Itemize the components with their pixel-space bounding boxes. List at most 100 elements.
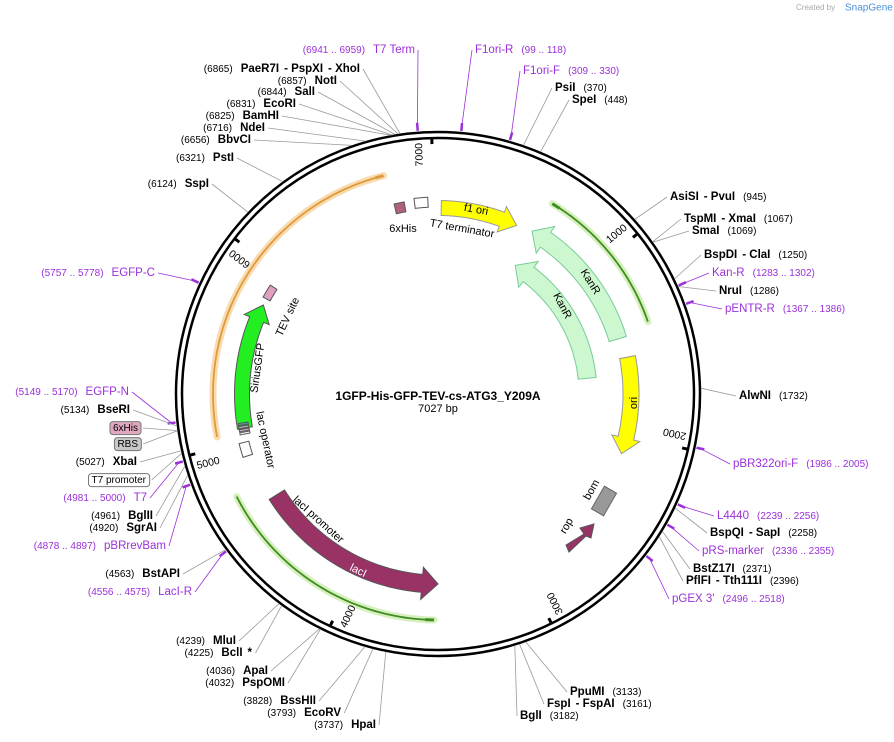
label-part: MluI — [213, 635, 236, 647]
connector — [287, 629, 321, 684]
site-label: (4878 .. 4897) pBRrevBam — [34, 540, 166, 552]
feature-tag: T7 promoter — [92, 475, 147, 486]
site-label: (4961) BglII — [91, 510, 153, 522]
label-part: EcoRI — [263, 98, 296, 110]
tick-mark — [232, 236, 241, 244]
site-label: (4225) BclI * — [185, 647, 253, 659]
site-label: SpeI (448) — [572, 94, 628, 106]
site-label: Kan-R (1283 .. 1302) — [712, 267, 815, 279]
brand: SnapGene — [845, 3, 893, 14]
label-part: (4036) — [206, 666, 235, 677]
label-part: PsiI — [555, 82, 575, 94]
primer-tick — [685, 299, 695, 306]
tick-label: 3000 — [545, 590, 566, 616]
connector — [139, 450, 182, 463]
connector — [159, 474, 189, 529]
label-part: EcoRV — [304, 707, 341, 719]
feature-arrow — [393, 201, 407, 215]
tick-label: 1000 — [604, 222, 630, 246]
connector — [634, 196, 668, 220]
label-part: (1250) — [778, 250, 807, 261]
site-label: PflFI - Tth111I (2396) — [686, 575, 799, 587]
connector — [658, 536, 684, 582]
connector — [267, 127, 366, 142]
label-part: (3793) — [267, 708, 296, 719]
label-part: (5134) — [60, 405, 89, 416]
primer-tick — [460, 122, 464, 132]
connector — [270, 628, 320, 672]
site-label: (6844) SalI — [258, 86, 315, 98]
feature-arrow — [268, 489, 439, 601]
site-label: TspMI - XmaI (1067) — [684, 213, 793, 225]
feature-arrow — [239, 430, 251, 436]
label-part: - Tth111I — [716, 575, 762, 587]
label-part: - ClaI — [742, 249, 770, 261]
site-label: NruI (1286) — [719, 285, 779, 297]
label-part: (6941 .. 6959) — [303, 45, 365, 56]
label-part: (4563) — [105, 569, 134, 580]
connector — [255, 605, 283, 654]
bom — [590, 485, 618, 517]
label-part: RBS — [117, 439, 138, 450]
label-part: (4239) — [176, 636, 205, 647]
feature-arrow — [234, 304, 270, 430]
label-part: (1283 .. 1302) — [753, 268, 815, 279]
label-part: 6xHis — [113, 423, 138, 434]
primer-tick — [508, 131, 514, 141]
feature-arrow — [440, 200, 518, 233]
primer-tick — [190, 278, 200, 284]
label-part: (1367 .. 1386) — [783, 304, 845, 315]
feature-label: 6xHis — [389, 223, 417, 235]
label-part: NruI — [719, 285, 742, 297]
site-label: (6865) PaeR7I - PspXI - XhoI — [204, 63, 360, 75]
label-part: NotI — [315, 75, 337, 87]
connector — [652, 218, 682, 243]
site-label: FspI - FspAI (3161) — [547, 698, 652, 710]
label-part: XbaI — [113, 456, 137, 468]
feature-arrow — [238, 424, 250, 430]
site-label: F1ori-R (99 .. 118) — [475, 44, 566, 56]
label-part: - FspAI — [576, 698, 615, 710]
site-label: L4440 (2239 .. 2256) — [717, 510, 819, 522]
label-part: PflFI — [686, 575, 711, 587]
label-part: TspMI — [684, 213, 716, 225]
label-part: BstZ17I — [693, 563, 735, 575]
site-label: AlwNI (1732) — [739, 390, 808, 402]
label-part: (6124) — [148, 179, 177, 190]
label-part: L4440 — [717, 510, 749, 522]
label-part: SgrAI — [126, 522, 157, 534]
label-part: (4961) — [91, 511, 120, 522]
site-label: (3737) HpaI — [314, 719, 376, 731]
primer-tick — [182, 483, 191, 489]
label-part: (99 .. 118) — [521, 45, 566, 56]
label-part: (6656) — [181, 135, 210, 146]
label-part: (3737) — [314, 720, 343, 731]
label-part: (4032) — [205, 678, 234, 689]
connector — [236, 157, 283, 183]
label-part: (2371) — [743, 564, 772, 575]
label-part: (2496 .. 2518) — [722, 594, 784, 605]
tick-mark — [188, 452, 196, 457]
label-part: EGFP-N — [86, 386, 129, 398]
site-label: (5149 .. 5170) EGFP-N — [15, 386, 129, 398]
site-label: AsiSI - PvuI (945) — [670, 191, 766, 203]
tick-mark — [328, 620, 335, 628]
label-part: T7 — [134, 492, 147, 504]
connector — [510, 70, 521, 137]
site-label: (6716) NdeI — [203, 122, 265, 134]
label-part: PaeR7I — [241, 63, 279, 75]
connector — [182, 549, 227, 575]
label-part: pBR322ori-F — [733, 458, 798, 470]
site-label: pENTR-R (1367 .. 1386) — [725, 303, 845, 315]
tick-mark — [631, 231, 640, 239]
connector — [194, 553, 224, 593]
label-part: (4920) — [89, 523, 118, 534]
site-label: (3828) BssHII — [243, 695, 316, 707]
connector — [281, 115, 391, 136]
label-part: (3133) — [613, 687, 642, 698]
label-part: (6831) — [227, 99, 256, 110]
site-label: pRS-marker (2336 .. 2355) — [702, 545, 834, 557]
connector — [661, 531, 691, 570]
site-label: pGEX 3' (2496 .. 2518) — [672, 593, 785, 605]
